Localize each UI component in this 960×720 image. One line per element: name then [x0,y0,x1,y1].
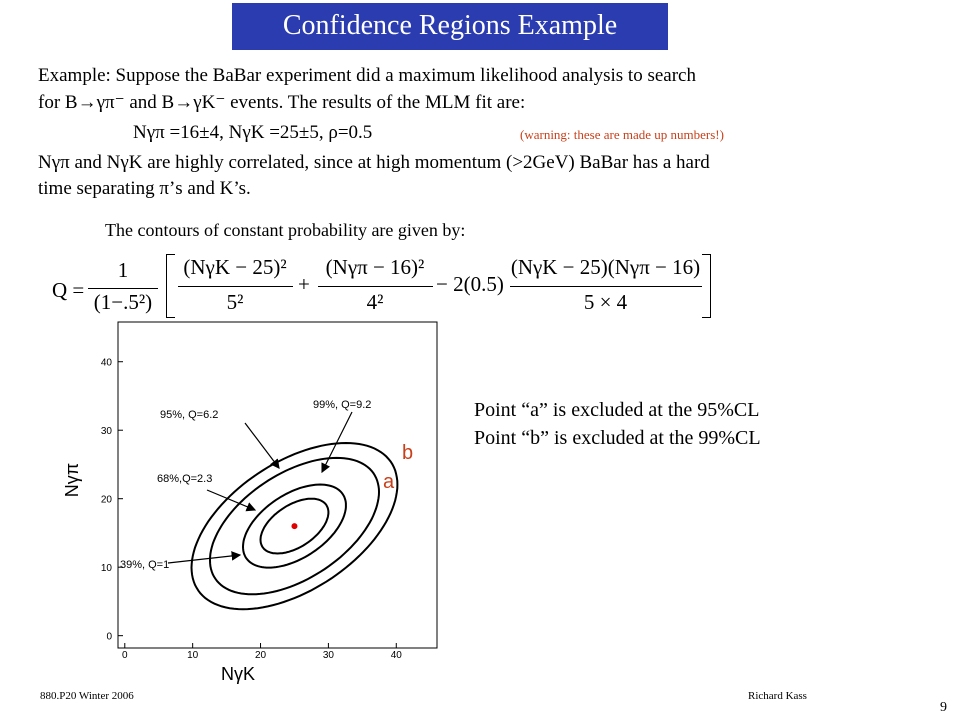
page-number: 9 [940,700,947,715]
body-line: time separating π’s and K’s. [38,178,251,199]
x-tick-label: 40 [391,650,403,661]
fraction-bar [178,286,293,287]
fit-center [291,523,298,530]
contour-label: 99%, Q=9.2 [313,399,371,411]
conclusion: Point “a” is excluded at the 95%CL [474,399,760,421]
footer-author: Richard Kass [748,690,807,702]
point-label: a [383,471,395,493]
warning: (warning: these are made up numbers!) [520,127,724,142]
formula-num: (Nγπ − 16)² [325,255,425,279]
contour [208,456,381,596]
formula-op: + [298,272,310,296]
x-tick-label: 0 [122,650,128,661]
x-tick-label: 30 [323,650,335,661]
x-tick-label: 10 [187,650,199,661]
contour-label: 95%, Q=6.2 [160,409,218,421]
body-line: The contours of constant probability are… [105,220,466,240]
fraction-bar [318,286,433,287]
formula-num: (NγK − 25)² [183,255,287,279]
title-bar [232,3,668,50]
formula-den: 4² [366,290,384,314]
fraction-bar [88,288,158,289]
y-tick-label: 30 [101,426,113,437]
arrow [321,411,353,474]
conclusion: Point “b” is excluded at the 99%CL [474,427,761,449]
formula-den: 5² [226,290,244,314]
formula-num: 1 [117,258,129,282]
formula-op: − 2(0.5) [436,272,504,296]
y-tick-label: 10 [101,563,113,574]
x-tick-label: 20 [255,650,267,661]
body-line: Example: Suppose the BaBar experiment di… [38,65,696,86]
formula-den: (1−.5²) [93,290,153,314]
title: Confidence Regions Example [282,10,618,41]
formula-lhs: Q = [52,278,85,302]
contour-label: 68%,Q=2.3 [157,473,212,485]
y-tick-label: 20 [101,495,113,506]
arrow [244,422,280,469]
formula-den: 5 × 4 [583,290,628,314]
x-axis-label: NγK [221,664,255,684]
y-axis-label: Nγπ [62,463,82,497]
contour [190,441,399,611]
contour-label: 39%, Q=1 [120,559,169,571]
bracket-right [702,254,711,318]
contour [241,483,347,569]
contour [259,497,330,555]
body-line: for B→γπ⁻ and B→γK⁻ events. The results … [38,92,526,113]
bracket-left [166,254,175,318]
arrow [206,489,257,512]
footer-course: 880.P20 Winter 2006 [40,690,134,702]
arrow [167,551,242,564]
body-line: Nγπ =16±4, NγK =25±5, ρ=0.5 [133,122,373,143]
point-label: b [402,442,413,464]
fraction-bar [510,286,702,287]
body-line: Nγπ and NγK are highly correlated, since… [38,152,710,173]
arrows [167,411,353,564]
plot-frame [117,321,438,649]
y-tick-label: 40 [101,358,113,369]
y-tick-label: 0 [106,632,112,643]
formula-num: (NγK − 25)(Nγπ − 16) [510,255,701,279]
